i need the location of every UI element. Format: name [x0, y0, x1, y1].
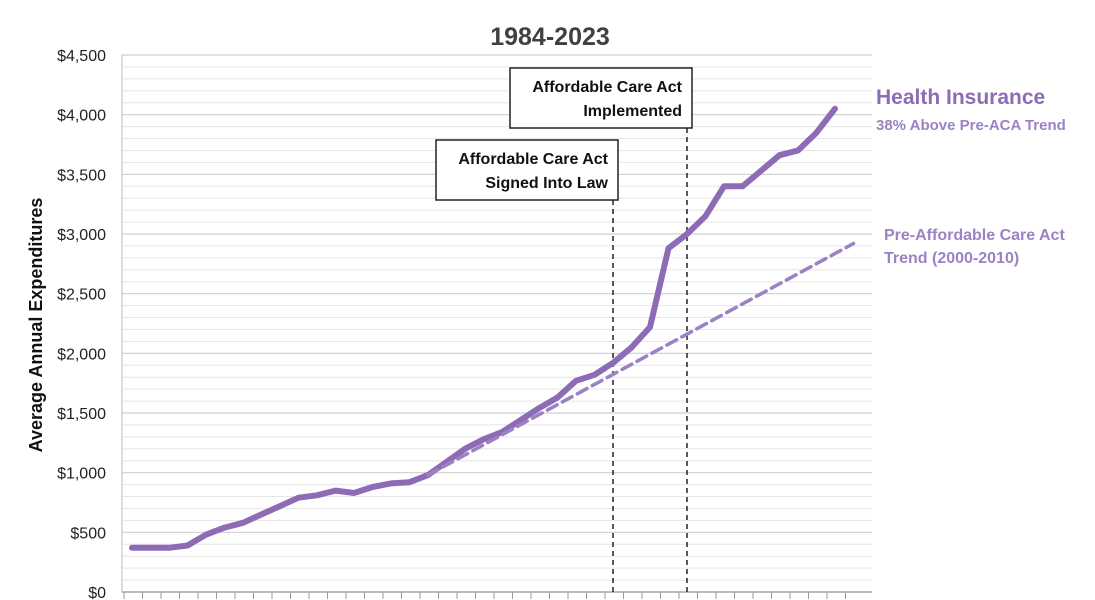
- data-point: [740, 183, 745, 189]
- y-axis-label: Average Annual Expenditures: [26, 198, 46, 453]
- health-insurance-label: Health Insurance: [876, 86, 1045, 109]
- trend-line: [426, 241, 856, 477]
- data-point: [462, 446, 468, 452]
- data-point: [148, 545, 153, 551]
- data-point: [610, 360, 616, 366]
- data-point: [832, 106, 838, 112]
- data-point: [240, 520, 246, 526]
- event-lines: [612, 128, 688, 592]
- data-point: [814, 130, 819, 136]
- y-tick-label: $3,000: [57, 227, 106, 244]
- annotation-text: Affordable Care Act: [458, 151, 608, 168]
- data-point: [129, 545, 135, 551]
- data-point: [592, 372, 597, 378]
- data-point: [388, 480, 394, 486]
- data-point: [203, 532, 209, 538]
- y-tick-label: $2,000: [57, 346, 106, 363]
- data-point: [481, 436, 486, 442]
- data-point: [277, 503, 283, 509]
- y-tick-label: $1,000: [57, 466, 106, 483]
- x-axis: [121, 55, 872, 599]
- data-point: [259, 511, 264, 517]
- y-tick-label: $4,000: [57, 108, 106, 125]
- y-tick-label: $0: [88, 585, 106, 600]
- data-point: [518, 417, 523, 423]
- annotation-box: [509, 67, 693, 129]
- annotation-text: Affordable Care Act: [532, 79, 682, 96]
- trend-label-line2: Trend (2000-2010): [884, 250, 1019, 267]
- data-point: [185, 542, 190, 548]
- data-point: [684, 231, 690, 237]
- data-point: [351, 490, 357, 496]
- trend-label-line1: Pre-Affordable Care Act: [884, 227, 1065, 244]
- series-labels: Health Insurance 38% Above Pre-ACA Trend…: [876, 86, 1066, 267]
- y-tick-label: $500: [70, 525, 106, 542]
- health-insurance-sublabel: 38% Above Pre-ACA Trend: [876, 117, 1066, 134]
- annotation-text: Signed Into Law: [485, 175, 608, 192]
- data-point: [777, 152, 782, 158]
- data-point: [647, 324, 653, 330]
- data-point: [721, 183, 727, 189]
- annotation-box: [435, 139, 619, 201]
- y-tick-label: $3,500: [57, 167, 106, 184]
- data-point: [555, 394, 560, 400]
- chart-subtitle: 1984-2023: [490, 23, 610, 51]
- data-point: [703, 213, 708, 219]
- y-tick-label: $2,500: [57, 287, 106, 304]
- data-point: [629, 344, 634, 350]
- data-point: [166, 545, 172, 551]
- data-point: [795, 147, 801, 153]
- data-point: [536, 405, 542, 411]
- y-tick-label: $4,500: [57, 48, 106, 65]
- data-point: [333, 488, 338, 494]
- data-point: [222, 525, 227, 531]
- data-point: [573, 378, 579, 384]
- y-tick-label: $1,500: [57, 406, 106, 423]
- data-point: [314, 492, 320, 498]
- annotations: Affordable Care Act Signed Into Law Afford…: [435, 67, 693, 201]
- data-point: [407, 479, 412, 485]
- y-axis-ticks: $0 $500 $1,000 $1,500 $2,000 $2,500 $3,000 $3,5…: [57, 48, 106, 600]
- data-point: [666, 245, 671, 251]
- data-point: [296, 495, 301, 501]
- series-group: [129, 105, 856, 551]
- data-point: [370, 484, 375, 490]
- gridlines: [122, 54, 872, 593]
- data-point: [758, 168, 764, 174]
- annotation-text: Implemented: [583, 103, 682, 120]
